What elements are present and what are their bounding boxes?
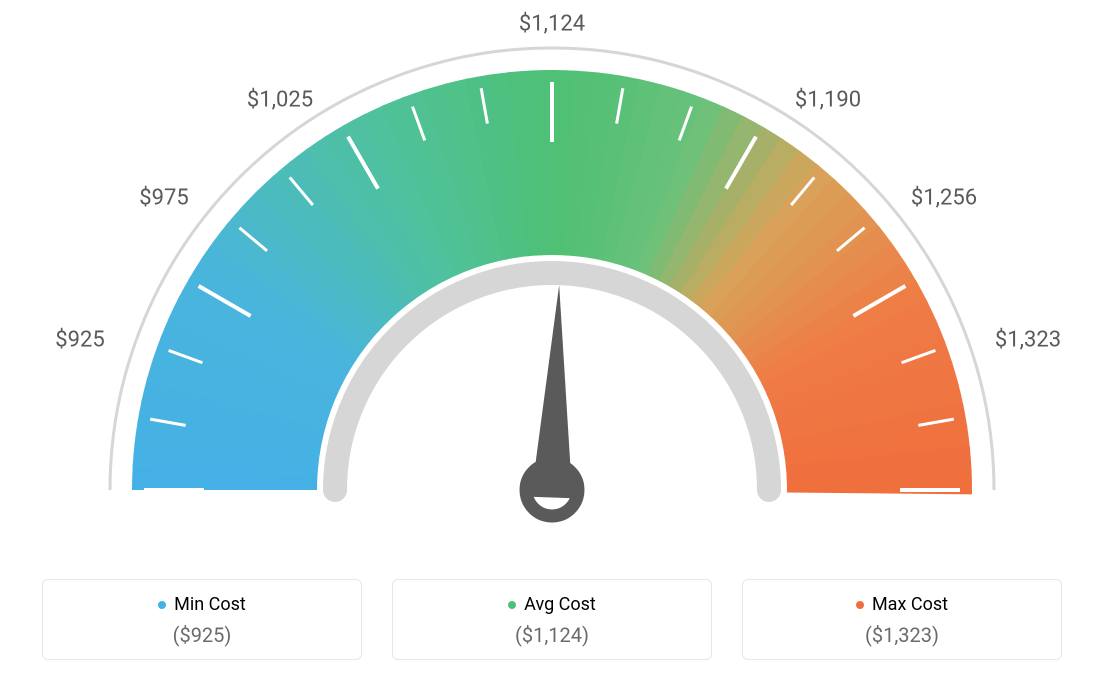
gauge-tick-label: $1,190 (795, 88, 861, 113)
gauge-tick-label: $1,124 (519, 12, 585, 37)
gauge-tick-label: $1,025 (247, 88, 313, 113)
legend-max: Max Cost ($1,323) (742, 579, 1062, 661)
legend-min-value: ($925) (43, 623, 361, 647)
gauge-chart: $925 $975 $1,025 $1,124 $1,190 $1,256 $1,323 (0, 0, 1104, 560)
legend-min-label: Min Cost (158, 594, 246, 615)
dot-icon (856, 601, 864, 609)
legend-max-label: Max Cost (856, 594, 948, 615)
gauge-tick-label: $975 (139, 186, 188, 211)
gauge-tick-label: $1,256 (911, 186, 977, 211)
legend-avg-value: ($1,124) (393, 623, 711, 647)
cost-gauge-widget: $925 $975 $1,025 $1,124 $1,190 $1,256 $1,323 M… (0, 0, 1104, 690)
legend-avg-label: Avg Cost (508, 594, 596, 615)
legend-min: Min Cost ($925) (42, 579, 362, 661)
gauge-tick-label: $925 (55, 328, 104, 353)
legend-row: Min Cost ($925) Avg Cost ($1,124) Max Co… (0, 579, 1104, 661)
dot-icon (158, 601, 166, 609)
legend-avg-text: Avg Cost (524, 594, 596, 615)
gauge-tick-label: $1,323 (995, 328, 1061, 353)
dot-icon (508, 601, 516, 609)
legend-max-text: Max Cost (872, 594, 948, 615)
legend-min-text: Min Cost (174, 594, 246, 615)
legend-max-value: ($1,323) (743, 623, 1061, 647)
legend-avg: Avg Cost ($1,124) (392, 579, 712, 661)
